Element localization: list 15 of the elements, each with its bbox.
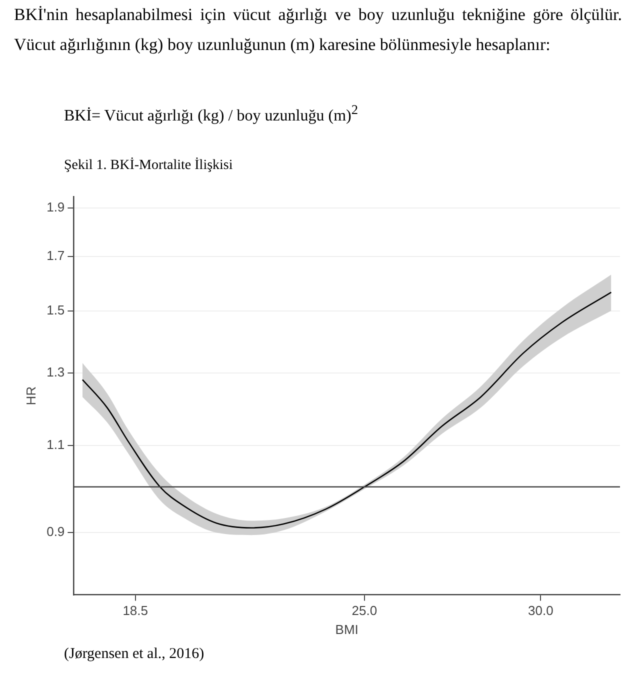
x-tick-label: 18.5 bbox=[122, 603, 148, 618]
chart-title: Şekil 1. BKİ-Mortalite İlişkisi bbox=[64, 158, 233, 174]
x-axis-title: BMI bbox=[335, 622, 358, 637]
x-tick-label: 25.0 bbox=[352, 603, 378, 618]
y-tick-label: 1.9 bbox=[46, 200, 65, 215]
y-axis-title: HR bbox=[23, 386, 38, 406]
y-tick-label: 0.9 bbox=[46, 524, 65, 540]
text: BKİ'nin hesaplanabilmesi için vücut ağırlığı ve boy uzunluğu tekniğine göre ölçülür. Vücut ağırlığının (kg) boy uzunluğunun (m) karesine bölünmesiyle hesaplanır: bbox=[14, 4, 622, 56]
text: (Jørgensen et al., 2016) bbox=[64, 646, 204, 663]
y-tick-label: 1.1 bbox=[46, 437, 65, 452]
x-tick-label: 30.0 bbox=[528, 603, 554, 618]
y-tick-label: 1.7 bbox=[46, 248, 65, 263]
y-tick-label: 1.5 bbox=[46, 302, 65, 318]
text: BKİ= Vücut ağırlığı (kg) / boy uzunluğu (m)$^{2}$ bbox=[64, 102, 358, 126]
y-tick-label: 1.3 bbox=[46, 364, 65, 380]
